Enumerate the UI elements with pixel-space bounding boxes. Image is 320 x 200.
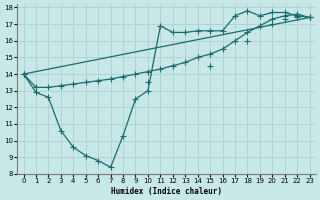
X-axis label: Humidex (Indice chaleur): Humidex (Indice chaleur) (111, 187, 222, 196)
